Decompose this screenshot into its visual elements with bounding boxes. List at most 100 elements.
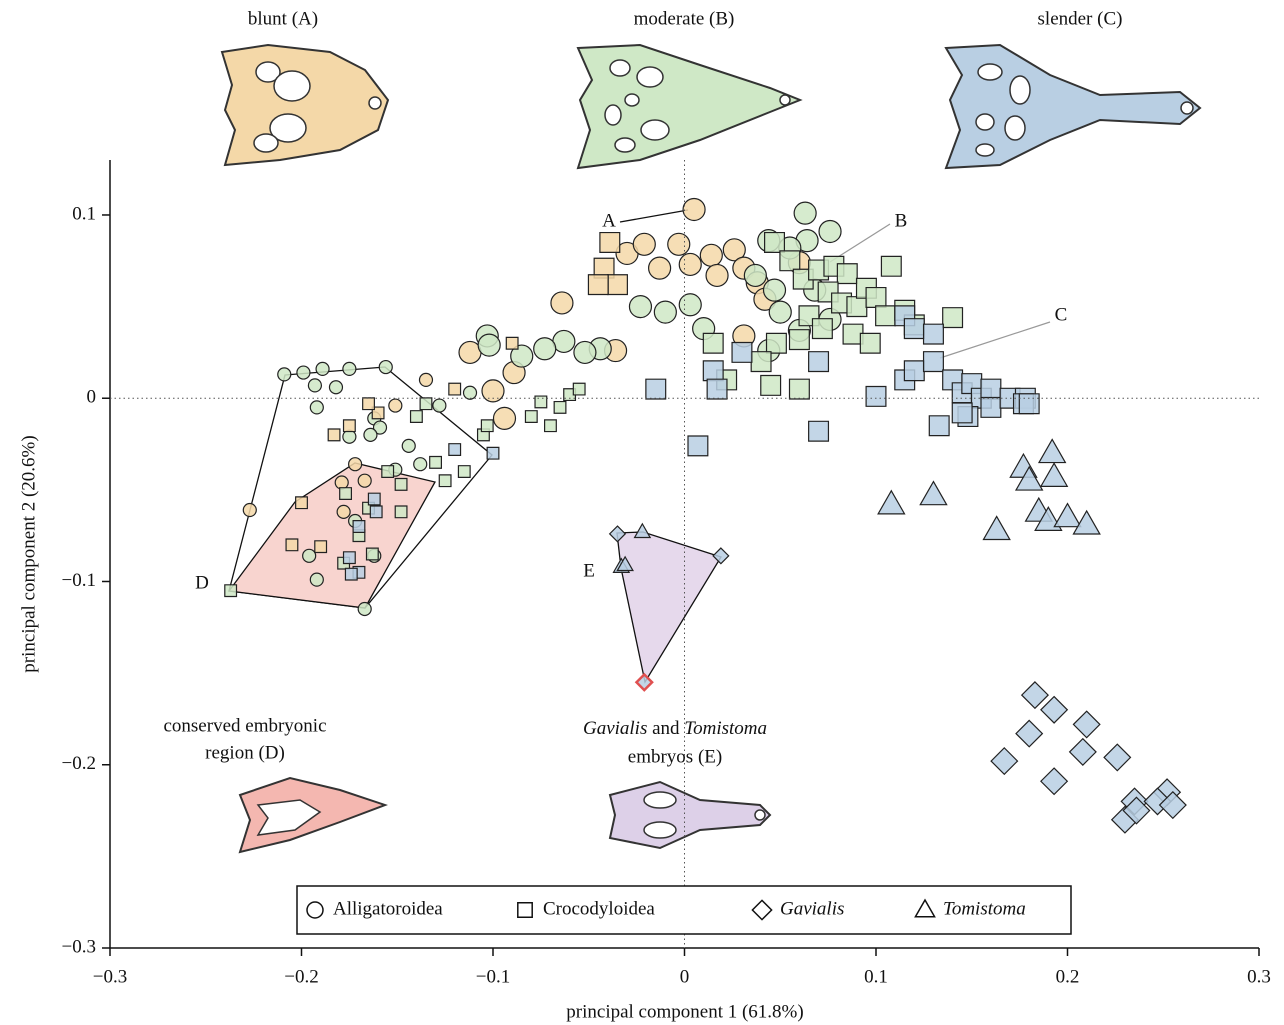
point [295, 496, 308, 510]
panel-title: slender (C) [1038, 8, 1123, 29]
point [309, 400, 324, 415]
y-tick-label: −0.2 [62, 753, 96, 774]
point [811, 318, 833, 340]
point [1068, 737, 1097, 766]
point [372, 420, 388, 435]
point [394, 477, 408, 491]
point [702, 360, 724, 382]
point [836, 263, 858, 285]
point [409, 410, 423, 424]
point [314, 540, 328, 554]
y-tick-label: −0.3 [62, 936, 96, 957]
point [599, 231, 621, 253]
point [339, 487, 352, 500]
point [533, 337, 557, 361]
hull-d-region [227, 462, 436, 609]
point [750, 351, 772, 373]
point [413, 457, 428, 472]
point [342, 361, 357, 377]
point [328, 380, 344, 395]
point [563, 388, 577, 402]
region-e-middle: and [647, 718, 684, 739]
point [951, 402, 973, 424]
point [510, 344, 534, 368]
point [990, 747, 1019, 776]
point [982, 515, 1011, 541]
legend-marker [306, 901, 324, 919]
region-e-title-1: Gavialis and Tomistoma [583, 718, 767, 739]
point [307, 378, 323, 393]
y-tick-label: −0.1 [62, 570, 96, 591]
point [462, 385, 478, 400]
point [880, 255, 902, 277]
point [371, 406, 385, 420]
legend: Alligatoroidea Crocodyloidea Gavialis Tomis… [296, 885, 1072, 935]
point [369, 505, 383, 519]
panel-title: blunt (A) [248, 8, 318, 29]
annotation: D [195, 572, 209, 593]
point [242, 502, 257, 518]
point [388, 398, 403, 413]
point [432, 398, 447, 413]
point [919, 480, 948, 506]
point [296, 365, 311, 380]
skull-slender [944, 43, 1202, 170]
point [768, 300, 792, 324]
point [481, 379, 505, 403]
hull-e [616, 531, 722, 684]
point [903, 318, 925, 340]
point [277, 367, 292, 382]
point [357, 601, 372, 617]
point [808, 351, 830, 373]
point [922, 323, 944, 345]
x-tick-label: −0.3 [93, 966, 127, 987]
legend-label: Tomistoma [943, 898, 1026, 919]
point [762, 278, 787, 302]
x-tick-label: 0.1 [864, 966, 888, 987]
point [678, 293, 702, 317]
y-axis-label: principal component 2 (20.6%) [18, 435, 39, 672]
point [788, 378, 810, 400]
y-tick-label: 0.1 [72, 203, 96, 224]
leader-a [619, 209, 689, 223]
point [702, 332, 724, 354]
skull-moderate [576, 43, 803, 170]
point [1103, 743, 1132, 772]
point [877, 489, 906, 515]
point [648, 256, 672, 280]
point [1040, 695, 1069, 724]
legend-label: Crocodyloidea [543, 898, 655, 919]
point [401, 438, 416, 453]
region-d-title-2: region (D) [205, 742, 285, 763]
point [1072, 509, 1101, 535]
x-tick-label: −0.1 [476, 966, 510, 987]
point [477, 333, 501, 357]
point [543, 419, 557, 433]
point [587, 274, 609, 296]
legend-marker [751, 899, 773, 921]
point [378, 359, 393, 375]
y-tick-label: 0 [87, 387, 97, 408]
point [1015, 719, 1044, 748]
point [419, 397, 433, 411]
point [362, 397, 375, 411]
point [486, 446, 500, 460]
point [394, 505, 408, 519]
point [653, 300, 677, 324]
point [616, 555, 634, 572]
point [1040, 767, 1069, 796]
leader-c [939, 321, 1051, 359]
point [765, 332, 787, 354]
point [1014, 465, 1044, 491]
point [344, 567, 358, 581]
point [712, 547, 730, 565]
region-e-italic-2: Tomistoma [684, 718, 767, 739]
point [903, 360, 925, 382]
point [342, 419, 356, 433]
point [302, 548, 317, 563]
point [285, 538, 299, 552]
annotation: E [583, 560, 595, 581]
point [731, 341, 753, 363]
